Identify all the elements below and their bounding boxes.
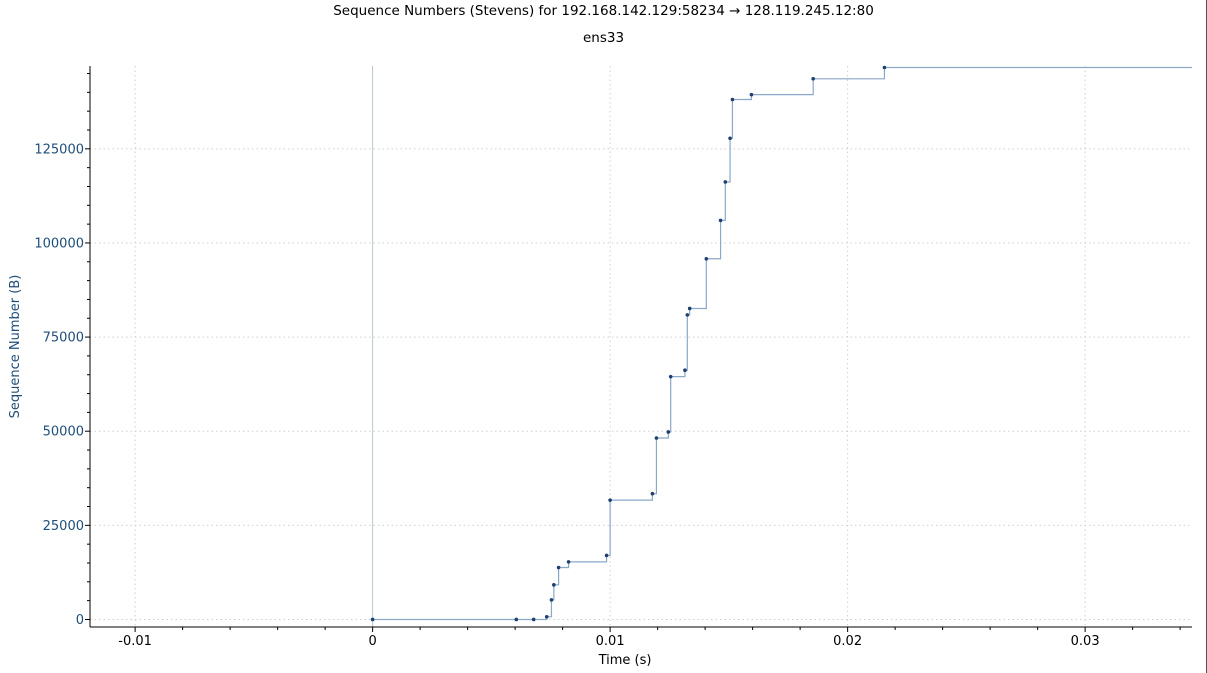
y-tick-label: 50000	[43, 425, 84, 440]
x-tick-label: 0.03	[1071, 634, 1100, 649]
y-tick-label: 75000	[43, 331, 84, 346]
data-point	[685, 313, 690, 317]
data-point	[668, 374, 673, 379]
data-point	[650, 491, 655, 496]
data-point	[552, 583, 556, 587]
data-point	[683, 368, 687, 373]
data-point	[549, 598, 554, 602]
data-point	[531, 617, 536, 622]
data-point	[723, 180, 728, 184]
data-point	[687, 306, 692, 311]
x-axis-title: Time (s)	[598, 653, 652, 668]
data-point	[666, 430, 671, 434]
data-point	[728, 136, 732, 141]
x-tick-label: 0.02	[833, 634, 862, 649]
x-tick-label: 0	[368, 634, 376, 649]
y-tick-label: 25000	[43, 519, 84, 534]
data-point	[604, 553, 609, 558]
data-point	[514, 617, 519, 622]
data-point	[718, 218, 723, 223]
y-tick-label: 100000	[34, 236, 84, 251]
data-point	[544, 615, 549, 619]
data-point	[556, 565, 561, 570]
grid	[90, 66, 1192, 627]
data-series	[370, 65, 1192, 622]
x-axis: -0.01 0 0.01 0.02 0.03	[118, 627, 1181, 649]
data-point	[730, 97, 735, 102]
data-point	[566, 560, 571, 564]
data-point	[749, 92, 754, 97]
y-axis: 0 25000 50000 75000 100000 125000	[34, 73, 90, 628]
y-tick-label: 125000	[34, 142, 84, 157]
x-tick-label: 0.01	[596, 634, 625, 649]
data-point	[704, 256, 709, 261]
data-point	[882, 65, 887, 70]
x-tick-label: -0.01	[118, 634, 152, 649]
y-tick-label: 0	[76, 613, 84, 628]
data-point	[811, 77, 815, 81]
axes	[89, 66, 1192, 628]
data-point	[608, 498, 612, 502]
data-point	[654, 436, 659, 440]
data-point	[370, 617, 375, 622]
chart-subtitle: ens33	[582, 30, 625, 46]
chart-title: Sequence Numbers (Stevens) for 192.168.1…	[333, 3, 874, 19]
series-line	[372, 66, 1192, 621]
y-axis-title: Sequence Number (B)	[8, 275, 23, 419]
